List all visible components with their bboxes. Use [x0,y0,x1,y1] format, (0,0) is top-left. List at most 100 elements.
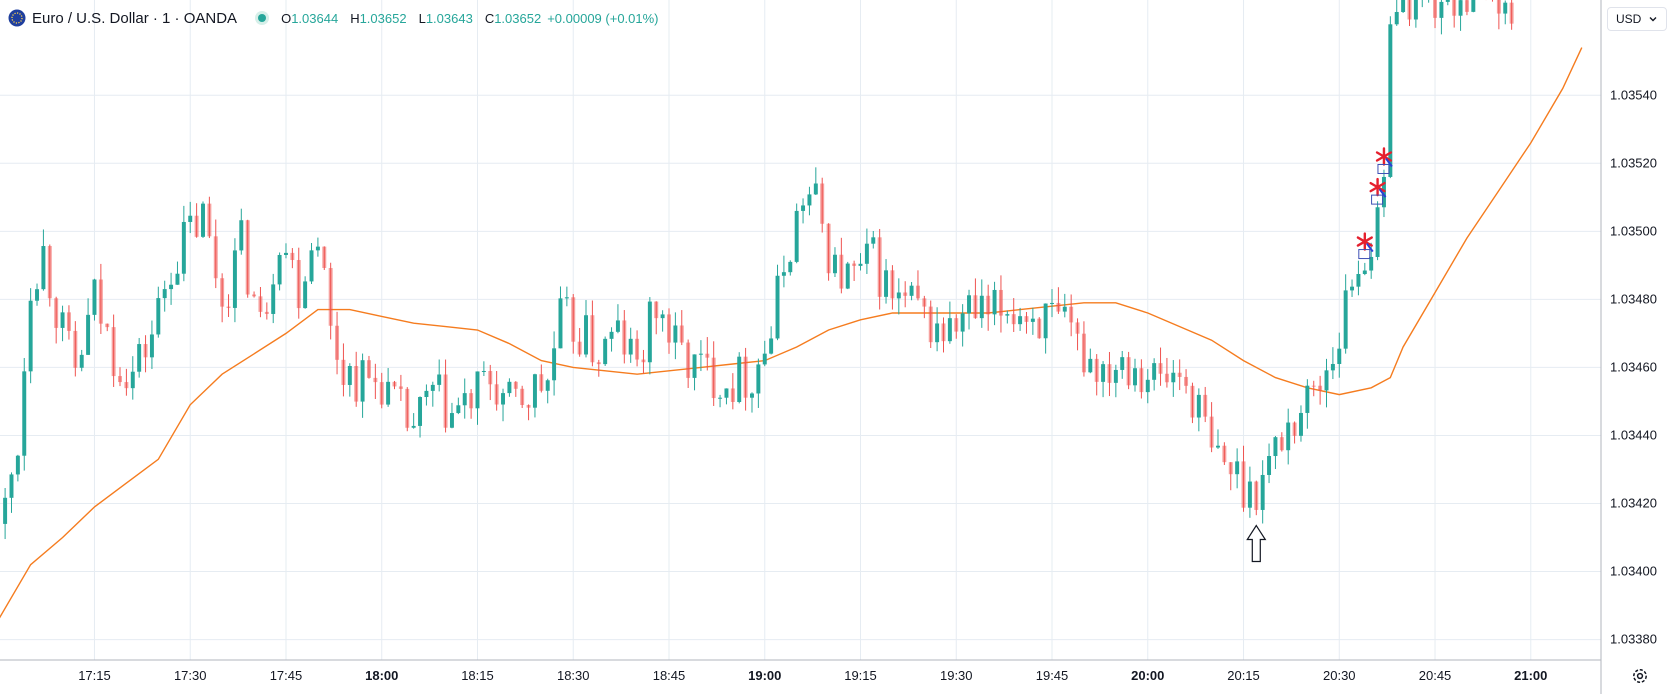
candle [1222,442,1227,465]
candle [1177,359,1182,391]
gear-icon[interactable] [1630,666,1650,686]
candle [1267,443,1272,484]
candle [539,364,544,393]
candle [277,252,282,291]
candle [775,264,780,341]
candle [1433,0,1438,29]
candle [1298,405,1303,442]
candle [590,300,595,367]
candle [781,255,786,288]
candle [130,356,135,400]
candle [284,243,288,259]
candle [1152,358,1157,391]
candle [552,331,557,396]
candle [667,308,671,354]
candle [635,330,640,367]
candle [220,273,225,323]
candle [1190,382,1195,424]
candle [1043,303,1048,354]
candle [175,261,180,285]
candle [449,402,454,429]
eurusd-flag-icon [8,9,26,27]
candle [1401,0,1406,14]
time-tick-label: 19:15 [844,668,877,683]
candle [718,394,723,408]
candle [609,327,614,352]
candle [501,388,506,422]
time-tick-label: 18:15 [461,668,494,683]
candle [405,387,410,432]
candle [1184,369,1189,394]
candle [1050,289,1054,318]
candle [564,286,569,307]
candle [232,238,237,323]
time-tick-label: 19:45 [1036,668,1069,683]
candle [98,263,103,334]
candle [92,278,97,321]
candle [896,278,901,315]
low-value: 1.03643 [425,10,473,26]
time-tick-label: 19:00 [748,668,781,683]
candle [1075,318,1080,351]
candle [1011,298,1016,332]
candle [1196,388,1201,432]
candle [890,265,895,310]
candle [1375,201,1380,261]
close-label: C [484,10,495,26]
candle [698,340,703,372]
candle [143,335,148,373]
price-tick-label: 1.03540 [1610,87,1657,102]
candle [245,219,250,298]
candle [60,305,65,342]
candle [303,276,308,309]
candle [379,372,384,409]
candle [1330,347,1335,380]
candle [201,201,205,238]
close-value: 1.03652 [494,10,542,26]
candle [507,378,512,397]
candle [73,321,78,377]
currency-select[interactable]: USD [1607,7,1667,31]
chart-legend: Euro / U.S. Dollar · 1 · OANDA O 1.03644 … [8,6,659,30]
candle [1509,0,1514,30]
candle [788,260,793,276]
candle [526,404,531,421]
candle [743,347,748,411]
candle [679,310,684,346]
candle [928,300,933,349]
candle [1362,262,1367,276]
candle [341,343,346,397]
candle [28,288,33,384]
candle [832,247,837,277]
candle [488,364,493,401]
time-tick-label: 17:15 [78,668,111,683]
candle [360,353,365,418]
high-label: H [350,10,360,26]
candle [1318,375,1323,405]
candle [1356,260,1361,296]
candle [1037,317,1042,339]
candle [462,378,467,419]
candle [15,454,20,482]
candle [3,488,8,540]
candle [1069,294,1074,337]
candle [558,286,563,349]
time-tick-label: 17:45 [270,668,303,683]
candle [1503,0,1508,25]
candle [1421,0,1423,8]
candle [871,230,876,249]
candle [252,291,257,298]
chevron-down-icon [1649,17,1657,22]
candle [998,275,1003,333]
candle [673,312,678,360]
candle [469,389,474,419]
candle [1452,0,1457,28]
candle [418,396,423,438]
arrow-up-icon [1246,524,1267,563]
candle [47,244,52,307]
candle [481,361,486,377]
candle [909,282,914,301]
moving-average-layer [0,47,1583,619]
symbol-title[interactable]: Euro / U.S. Dollar · 1 · OANDA [32,9,238,27]
